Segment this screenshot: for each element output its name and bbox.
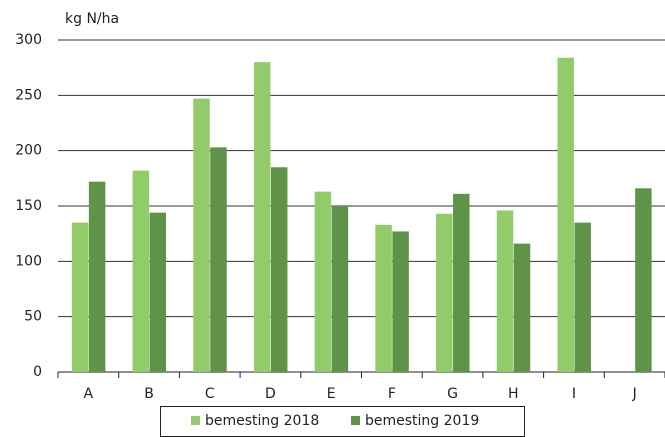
y-tick-label: 250 bbox=[15, 87, 42, 103]
y-tick-label: 0 bbox=[33, 364, 42, 380]
bar bbox=[375, 224, 392, 372]
x-tick-label: B bbox=[144, 386, 154, 402]
bar bbox=[210, 147, 227, 372]
y-tick-label: 50 bbox=[24, 309, 42, 325]
bar bbox=[71, 222, 89, 372]
x-tick-label: C bbox=[205, 386, 215, 402]
bar bbox=[496, 210, 514, 372]
bar bbox=[253, 62, 271, 373]
bar bbox=[436, 213, 453, 372]
x-tick-label: I bbox=[572, 386, 576, 402]
x-tick-label: J bbox=[632, 386, 637, 402]
legend-label: bemesting 2018 bbox=[205, 413, 319, 429]
bar bbox=[331, 206, 349, 372]
x-tick-label: A bbox=[84, 386, 94, 402]
bar bbox=[132, 170, 150, 372]
x-tick-label: H bbox=[508, 386, 519, 402]
bar bbox=[635, 188, 652, 372]
y-tick-label: 300 bbox=[15, 32, 42, 48]
bar bbox=[574, 222, 591, 372]
x-tick-label: E bbox=[327, 386, 336, 402]
bar bbox=[314, 191, 332, 372]
x-tick-label: F bbox=[388, 386, 396, 402]
y-tick-label: 200 bbox=[15, 143, 42, 159]
legend-swatch bbox=[191, 416, 200, 425]
y-axis-label: kg N/ha bbox=[65, 11, 119, 27]
x-tick-label: G bbox=[447, 386, 458, 402]
bar bbox=[88, 181, 106, 372]
bar bbox=[513, 243, 531, 372]
bar bbox=[193, 98, 210, 373]
bar bbox=[557, 57, 574, 372]
bar bbox=[453, 193, 470, 372]
x-tick-label: D bbox=[265, 386, 276, 402]
y-tick-label: 100 bbox=[15, 253, 42, 269]
bar bbox=[149, 212, 167, 372]
legend-swatch bbox=[351, 416, 360, 425]
bar bbox=[270, 167, 288, 372]
bar bbox=[392, 231, 409, 372]
legend-label: bemesting 2019 bbox=[365, 413, 479, 429]
y-tick-label: 150 bbox=[15, 198, 42, 214]
